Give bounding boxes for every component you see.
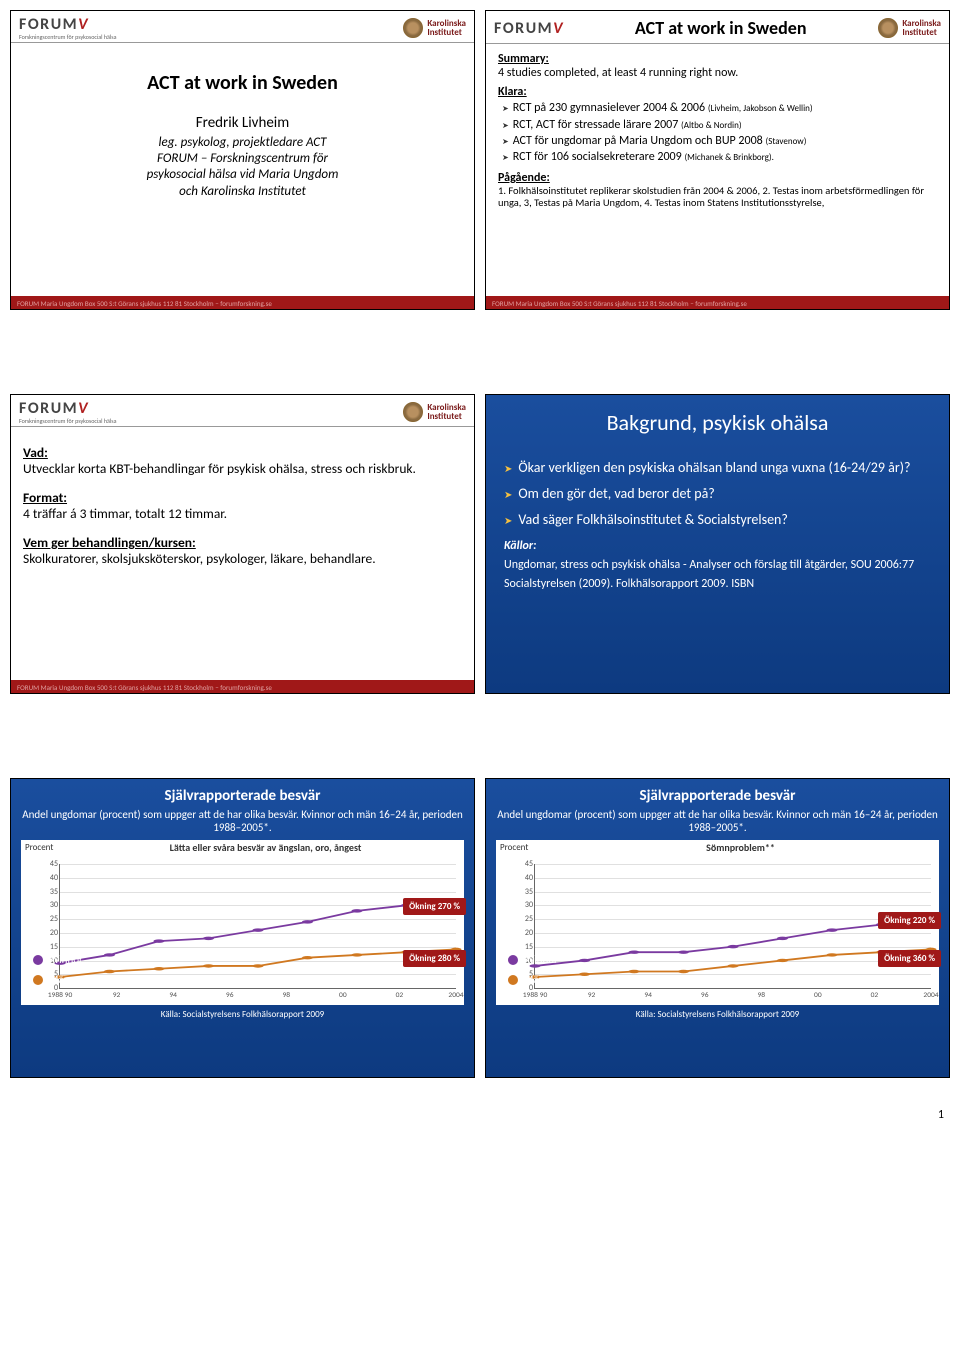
legend-men: Män <box>508 973 544 987</box>
legend-men: Män <box>33 973 69 987</box>
org-line-2: psykosocial hälsa vid Maria Ungdom <box>23 167 462 183</box>
vem-label: Vem ger behandlingen/kursen: <box>23 534 196 551</box>
sources-block: Källor: Ungdomar, stress och psykisk ohä… <box>504 539 931 592</box>
slide-6: Självrapporterade besvär Andel ungdomar … <box>485 778 950 1078</box>
slide-3: FORUMV Forskningscentrum för psykosocial… <box>10 394 475 694</box>
legend-dot-icon <box>33 955 43 965</box>
chart-inner-title: Lätta eller svåra besvär av ängslan, oro… <box>71 842 460 855</box>
spacer <box>485 322 950 382</box>
callout-top: Ökning 270 % <box>403 898 466 915</box>
bullet-item: Vad säger Folkhälsoinstitutet & Socialst… <box>504 511 931 529</box>
y-axis-label: Procent <box>500 842 528 853</box>
format-label: Format: <box>23 489 67 506</box>
slide-body: Summary: 4 studies completed, at least 4… <box>486 44 949 296</box>
pending-label: Pågående: <box>498 171 937 185</box>
forum-logo: FORUMV Forskningscentrum för psykosocial… <box>19 15 117 40</box>
forum-subtitle: Forskningscentrum för psykosocial hälsa <box>19 418 117 424</box>
ki-logo: Karolinska Institutet <box>878 18 941 38</box>
chart-panel: Procent Sömnproblem** 051015202530354045… <box>496 840 939 1005</box>
author-name: Fredrik Livheim <box>23 114 462 133</box>
sources-label: Källor: <box>504 539 931 554</box>
bullet-list: Ökar verkligen den psykiska ohälsan blan… <box>504 459 931 530</box>
slide-body: Självrapporterade besvär Andel ungdomar … <box>486 779 949 1077</box>
legend-dot-icon <box>33 975 43 985</box>
spacer <box>10 706 475 766</box>
slide-title: ACT at work in Sweden <box>23 71 462 96</box>
pending-text: 1. Folkhälsoinstitutet replikerar skolst… <box>498 185 937 209</box>
chart-source: Källa: Socialstyrelsens Folkhälsorapport… <box>21 1005 464 1026</box>
klara-item: ACT för ungdomar på Maria Ungdom och BUP… <box>502 134 937 148</box>
slide-body: Bakgrund, psykisk ohälsa Ökar verkligen … <box>486 395 949 693</box>
chart-subtitle: Andel ungdomar (procent) som uppger att … <box>21 808 464 834</box>
callout-top: Ökning 220 % <box>878 912 941 929</box>
chart-title: Självrapporterade besvär <box>496 787 939 806</box>
klara-label: Klara: <box>498 85 937 99</box>
legend-women: Kvinnor <box>33 953 83 967</box>
y-axis-label: Procent <box>25 842 53 853</box>
org-line-3: och Karolinska Institutet <box>23 184 462 200</box>
slide-4: Bakgrund, psykisk ohälsa Ökar verkligen … <box>485 394 950 694</box>
legend-dot-icon <box>508 975 518 985</box>
ki-logo: Karolinska Institutet <box>403 18 466 38</box>
summary-label: Summary: <box>498 52 549 66</box>
bullet-item: Ökar verkligen den psykiska ohälsan blan… <box>504 459 931 477</box>
author-role: leg. psykolog, projektledare ACT <box>23 135 462 151</box>
ki-name: Karolinska Institutet <box>902 19 941 37</box>
slide-header: FORUMV Forskningscentrum för psykosocial… <box>11 11 474 43</box>
vem-text: Skolkuratorer, skolsjuksköterskor, psyko… <box>23 550 376 567</box>
klara-list: RCT på 230 gymnasielever 2004 & 2006 (Li… <box>498 101 937 165</box>
chart-subtitle: Andel ungdomar (procent) som uppger att … <box>496 808 939 834</box>
legend-dot-icon <box>508 955 518 965</box>
slide-title: Bakgrund, psykisk ohälsa <box>504 409 931 437</box>
forum-subtitle: Forskningscentrum för psykosocial hälsa <box>19 34 117 40</box>
source-line: Socialstyrelsen (2009). Folkhälsorapport… <box>504 577 931 592</box>
slide-title: ACT at work in Sweden <box>563 15 878 41</box>
bullet-item: Om den gör det, vad beror det på? <box>504 485 931 503</box>
org-line-1: FORUM – Forskningscentrum för <box>23 151 462 167</box>
vad-text: Utvecklar korta KBT-behandlingar för psy… <box>23 460 416 477</box>
slide-header: FORUMV ACT at work in Sweden Karolinska … <box>486 11 949 44</box>
ki-seal-icon <box>403 18 423 38</box>
chart-source: Källa: Socialstyrelsens Folkhälsorapport… <box>496 1005 939 1026</box>
slide-body: ACT at work in Sweden Fredrik Livheim le… <box>11 43 474 296</box>
legend-women: Kvinnor <box>508 953 558 967</box>
spacer <box>10 322 475 382</box>
format-text: 4 träffar á 3 timmar, totalt 12 timmar. <box>23 505 227 522</box>
chart-area: 0510152025303540451988 90929496980002200… <box>534 864 931 989</box>
ki-seal-icon <box>403 402 423 422</box>
spacer <box>485 706 950 766</box>
slide-footer: FORUM Maria Ungdom Box 500 S:t Görans sj… <box>486 296 949 309</box>
ki-name: Karolinska Institutet <box>427 403 466 421</box>
chart-panel: Procent Lätta eller svåra besvär av ängs… <box>21 840 464 1005</box>
callout-bottom: Ökning 280 % <box>403 950 466 967</box>
chart-title: Självrapporterade besvär <box>21 787 464 806</box>
chart-inner-title: Sömnproblem** <box>546 842 935 855</box>
forum-logo: FORUMV Forskningscentrum för psykosocial… <box>19 399 117 424</box>
source-line: Ungdomar, stress och psykisk ohälsa - An… <box>504 558 931 573</box>
klara-item: RCT, ACT för stressade lärare 2007 (Altb… <box>502 118 937 132</box>
slide-2: FORUMV ACT at work in Sweden Karolinska … <box>485 10 950 310</box>
slide-1: FORUMV Forskningscentrum för psykosocial… <box>10 10 475 310</box>
ki-logo: Karolinska Institutet <box>403 402 466 422</box>
slide-body: Självrapporterade besvär Andel ungdomar … <box>11 779 474 1077</box>
slide-5: Självrapporterade besvär Andel ungdomar … <box>10 778 475 1078</box>
klara-item: RCT på 230 gymnasielever 2004 & 2006 (Li… <box>502 101 937 115</box>
forum-logo: FORUMV <box>494 19 563 38</box>
slide-header: FORUMV Forskningscentrum för psykosocial… <box>11 395 474 427</box>
slide-grid: FORUMV Forskningscentrum för psykosocial… <box>10 10 950 1078</box>
summary-text: 4 studies completed, at least 4 running … <box>498 66 738 80</box>
callout-bottom: Ökning 360 % <box>878 950 941 967</box>
slide-body: Vad: Utvecklar korta KBT-behandlingar fö… <box>11 427 474 680</box>
ki-name: Karolinska Institutet <box>427 19 466 37</box>
vad-label: Vad: <box>23 444 48 461</box>
page-number: 1 <box>10 1078 950 1126</box>
chart-area: 0510152025303540451988 90929496980002200… <box>59 864 456 989</box>
klara-item: RCT för 106 socialsekreterare 2009 (Mich… <box>502 150 937 164</box>
ki-seal-icon <box>878 18 898 38</box>
slide-footer: FORUM Maria Ungdom Box 500 S:t Görans sj… <box>11 296 474 309</box>
slide-footer: FORUM Maria Ungdom Box 500 S:t Görans sj… <box>11 680 474 693</box>
